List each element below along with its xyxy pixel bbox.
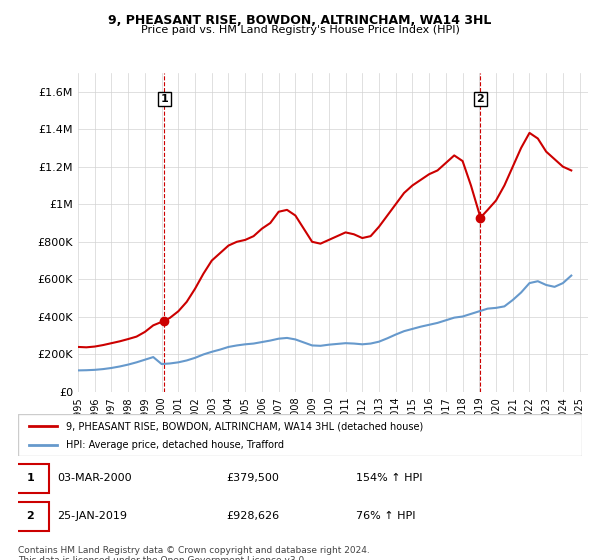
Text: 03-MAR-2000: 03-MAR-2000 — [58, 473, 132, 483]
Text: 1: 1 — [161, 94, 169, 104]
FancyBboxPatch shape — [13, 464, 49, 493]
FancyBboxPatch shape — [13, 502, 49, 530]
Text: £379,500: £379,500 — [227, 473, 280, 483]
Text: 76% ↑ HPI: 76% ↑ HPI — [356, 511, 416, 521]
Text: 9, PHEASANT RISE, BOWDON, ALTRINCHAM, WA14 3HL (detached house): 9, PHEASANT RISE, BOWDON, ALTRINCHAM, WA… — [66, 421, 423, 431]
Text: Price paid vs. HM Land Registry's House Price Index (HPI): Price paid vs. HM Land Registry's House … — [140, 25, 460, 35]
Text: 154% ↑ HPI: 154% ↑ HPI — [356, 473, 423, 483]
Text: HPI: Average price, detached house, Trafford: HPI: Average price, detached house, Traf… — [66, 440, 284, 450]
Text: 25-JAN-2019: 25-JAN-2019 — [58, 511, 127, 521]
Text: 1: 1 — [26, 473, 34, 483]
Text: 2: 2 — [26, 511, 34, 521]
FancyBboxPatch shape — [18, 414, 582, 456]
Text: Contains HM Land Registry data © Crown copyright and database right 2024.
This d: Contains HM Land Registry data © Crown c… — [18, 546, 370, 560]
Text: £928,626: £928,626 — [227, 511, 280, 521]
Text: 9, PHEASANT RISE, BOWDON, ALTRINCHAM, WA14 3HL: 9, PHEASANT RISE, BOWDON, ALTRINCHAM, WA… — [109, 14, 491, 27]
Text: 2: 2 — [476, 94, 484, 104]
